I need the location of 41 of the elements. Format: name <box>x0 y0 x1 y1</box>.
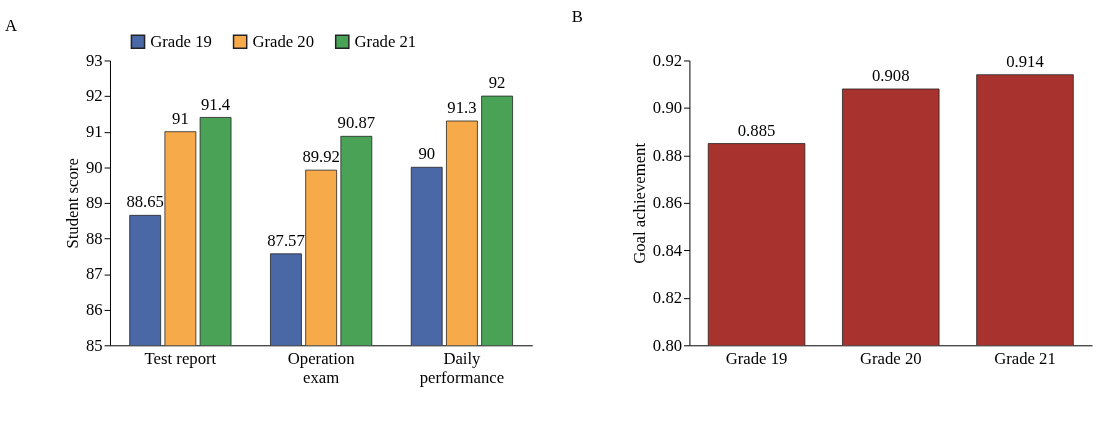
y-tick-label: 92 <box>85 86 103 106</box>
data-label: 87.57 <box>267 230 305 250</box>
x-tick-label: Operation exam <box>287 349 356 388</box>
y-tick-label: 90 <box>85 157 103 177</box>
data-label: 0.908 <box>871 66 910 86</box>
data-label: 0.885 <box>737 120 776 140</box>
y-tick-label: 0.88 <box>652 145 683 165</box>
data-label: 90.87 <box>337 113 376 133</box>
y-tick-label: 0.90 <box>652 98 683 118</box>
y-tick-label: 0.80 <box>652 335 683 355</box>
data-label: 91.3 <box>447 98 477 118</box>
y-axis-title: Student score <box>63 158 83 249</box>
chart-title: B <box>571 7 583 27</box>
y-tick-label: 89 <box>85 193 103 213</box>
x-tick-label: Daily performance <box>419 349 505 388</box>
legend-label: Grade 21 <box>354 31 417 51</box>
y-tick-label: 0.84 <box>652 240 683 260</box>
y-tick-label: 93 <box>85 50 103 70</box>
data-label: 89.92 <box>302 147 340 167</box>
data-label: 92 <box>488 73 506 93</box>
chart-title: A <box>4 16 17 36</box>
y-tick-label: 0.82 <box>652 288 683 308</box>
data-label: 90 <box>418 144 436 164</box>
y-tick-label: 91 <box>85 122 103 142</box>
x-tick-label: Test report <box>144 349 217 369</box>
y-tick-label: 85 <box>85 335 103 355</box>
legend-label: Grade 19 <box>150 31 212 51</box>
data-label: 0.914 <box>1006 51 1045 71</box>
y-tick-label: 0.86 <box>652 193 683 213</box>
y-tick-label: 88 <box>85 228 103 248</box>
data-label: 88.65 <box>126 192 164 212</box>
y-axis-title: Goal achievement <box>629 142 649 264</box>
legend-label: Grade 20 <box>252 31 315 51</box>
x-tick-label: Grade 21 <box>994 349 1056 369</box>
data-label: 91 <box>172 108 189 128</box>
y-tick-label: 87 <box>85 264 103 284</box>
x-tick-label: Grade 19 <box>725 349 788 369</box>
y-tick-label: 0.92 <box>652 50 683 70</box>
data-label: 91.4 <box>200 94 231 114</box>
x-tick-label: Grade 20 <box>859 349 922 369</box>
y-tick-label: 86 <box>85 300 103 320</box>
